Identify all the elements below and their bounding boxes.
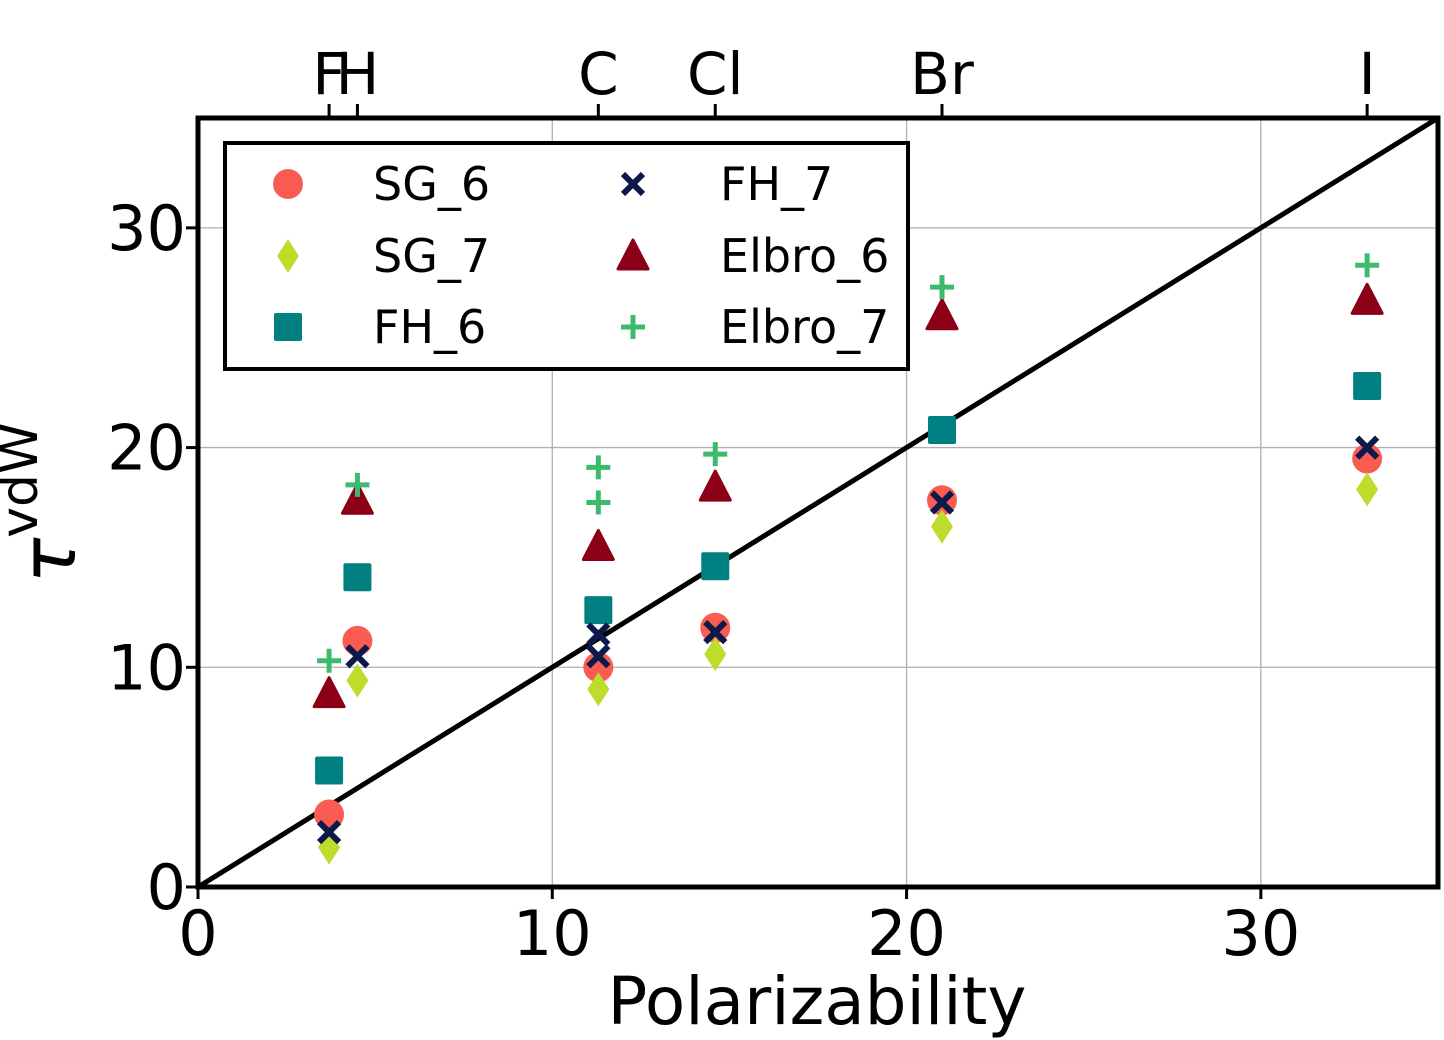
y-tick-label: 10 [107,631,186,704]
data-point [928,415,956,444]
y-tick-label: 0 [147,851,186,924]
data-point [343,563,372,592]
y-axis-label-superscript: vdW [0,423,50,538]
legend-entry-sg-7: SG_7 [277,229,490,283]
data-point [587,672,610,707]
series-sg-6 [314,443,1383,830]
top-axis-layer: FH C Cl Br I [312,40,1376,118]
legend-label: SG_6 [373,157,490,211]
legend-marker [620,171,646,197]
data-point [342,625,373,656]
data-point [925,298,959,331]
top-tick-label: F [312,40,345,108]
data-point [1355,253,1380,278]
legend-label: FH_7 [720,157,833,211]
legend-marker [274,313,302,341]
top-tick-label: H [336,40,380,108]
legend-label: SG_7 [373,229,490,283]
top-tick-label: I [1359,40,1376,108]
data-point [586,644,611,669]
x-tick-label: 30 [1221,897,1300,970]
top-tick-label: Cl [687,40,744,108]
data-point [700,612,731,643]
legend: SG_6 SG_7 FH_6 FH_7 Elbro_6 Elbro_7 [223,141,910,371]
data-point [345,472,370,497]
series-elbro-7 [317,253,1380,673]
legend-label: Elbro_7 [720,300,889,354]
data-point [703,620,728,645]
x-tick-label: 20 [867,897,946,970]
data-point [312,676,346,709]
legend-entry-fh-6: FH_6 [274,300,486,354]
series-elbro-6 [312,282,1384,709]
marker-layer [312,253,1384,865]
data-point [586,622,611,647]
y-axis-label-symbol: τ [4,536,93,583]
data-point [586,455,611,480]
data-point [930,275,954,300]
frame-layer [195,115,1441,890]
legend-marker [621,315,645,339]
legend-label: Elbro_6 [720,229,889,283]
legend-entry-sg-6: SG_6 [273,157,490,211]
data-point [1353,372,1382,401]
legend-marker [273,169,303,199]
data-point [929,490,955,515]
reference-line [196,115,1440,890]
legend-marker [616,238,650,271]
legend-entry-elbro-6: Elbro_6 [616,229,889,283]
data-point [1355,435,1380,460]
top-tick-label: C [578,40,619,108]
legend-entry-elbro-7: Elbro_7 [621,300,889,354]
data-point [698,469,732,502]
plot-frame [195,115,1441,890]
series-sg-7 [318,472,1379,865]
y-tick-label: 20 [107,412,186,485]
reference-line-layer [196,115,1440,890]
data-point [317,648,342,673]
legend-marker [277,239,299,273]
x-tick-label: 0 [178,897,217,970]
series-fh-7 [316,435,1380,845]
data-point [340,482,374,515]
data-point [586,490,611,515]
legend-label: FH_6 [373,300,486,354]
y-axis-label: τvdW [0,423,93,584]
data-point [315,756,344,785]
top-tick-label: Br [910,40,974,108]
data-point [346,663,369,698]
data-point [1356,472,1379,507]
series-fh-6 [315,372,1382,785]
x-tick-label: 10 [513,897,592,970]
data-point [1350,282,1384,315]
data-point [703,442,728,467]
data-point [316,819,342,845]
data-point [701,552,730,581]
svg-text:τvdW: τvdW [0,423,93,584]
legend-box [223,141,910,371]
y-tick-label: 30 [107,192,186,265]
data-point [584,596,613,625]
tick-layer: 0 10 20 30 0 10 20 30 [107,192,1300,970]
data-point [704,637,727,672]
data-point [581,528,615,561]
legend-entry-fh-7: FH_7 [620,157,833,211]
data-point [345,644,370,669]
data-point [931,509,953,544]
x-axis-label: Polarizability [607,963,1026,1040]
